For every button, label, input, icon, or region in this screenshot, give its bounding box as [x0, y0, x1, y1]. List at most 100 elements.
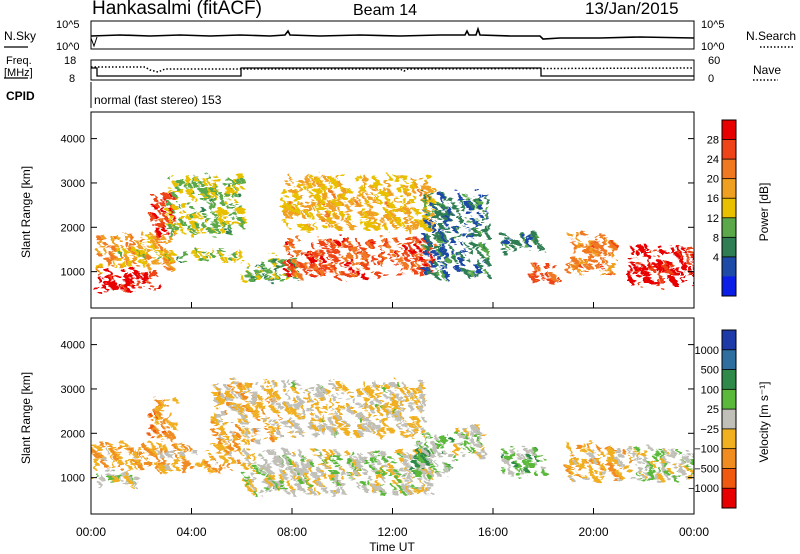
heatmap-cell: [156, 260, 161, 266]
heatmap-cell: [351, 452, 355, 457]
heatmap-cell: [473, 428, 477, 433]
heatmap-cell: [358, 202, 361, 209]
heatmap-cell: [685, 466, 689, 471]
heatmap-cell: [303, 472, 308, 477]
heatmap-cell: [608, 269, 614, 274]
heatmap-cell: [124, 254, 129, 261]
heatmap-cell: [173, 421, 179, 428]
heatmap-cell: [111, 237, 115, 242]
heatmap-cell: [289, 417, 292, 422]
heatmap-cell: [149, 448, 152, 452]
heatmap-cell: [323, 405, 327, 411]
heatmap-cell: [477, 429, 481, 434]
heatmap-cell: [126, 477, 132, 482]
heatmap-cell: [346, 458, 351, 464]
heatmap-cell: [384, 192, 389, 197]
heatmap-cell: [653, 249, 658, 254]
heatmap-cell: [314, 478, 318, 485]
heatmap-cell: [629, 449, 634, 454]
heatmap-cell: [591, 474, 597, 481]
heatmap-cell: [330, 225, 334, 229]
heatmap-cell: [303, 479, 307, 484]
heatmap-cell: [423, 213, 428, 220]
station-title: Hankasalmi (fitACF): [92, 0, 262, 19]
power-plot-frame: [90, 111, 695, 309]
heatmap-cell: [535, 471, 538, 477]
heatmap-cell: [307, 210, 311, 217]
heatmap-cell: [393, 382, 398, 388]
heatmap-cell: [319, 241, 323, 248]
heatmap-cell: [275, 483, 279, 490]
heatmap-cell: [396, 271, 401, 276]
heatmap-cell: [426, 472, 429, 478]
heatmap-cell: [249, 478, 253, 483]
heatmap-cell: [472, 219, 475, 223]
heatmap-cell: [371, 185, 375, 191]
heatmap-cell: [384, 402, 387, 409]
heatmap-cell: [409, 455, 414, 461]
heatmap-cell: [382, 218, 386, 223]
heatmap-cell: [381, 254, 385, 259]
heatmap-cell: [606, 271, 612, 277]
heatmap-cell: [125, 281, 130, 287]
heatmap-cell: [231, 256, 234, 261]
heatmap-cell: [153, 262, 157, 266]
heatmap-cell: [369, 224, 374, 229]
heatmap-cell: [367, 385, 372, 391]
heatmap-cell: [280, 476, 285, 481]
heatmap-cell: [243, 474, 248, 478]
heatmap-cell: [255, 380, 258, 386]
heatmap-cell: [629, 266, 632, 271]
heatmap-cell: [573, 244, 578, 251]
heatmap-cell: [215, 176, 219, 181]
heatmap-cell: [301, 414, 305, 419]
heatmap-cell: [570, 476, 575, 481]
heatmap-cell: [364, 219, 369, 223]
heatmap-cell: [419, 482, 422, 486]
heatmap-cell: [169, 265, 174, 271]
heatmap-cell: [487, 224, 492, 230]
heatmap-cell: [483, 192, 488, 197]
heatmap-cell: [233, 393, 237, 397]
heatmap-cell: [308, 188, 312, 193]
heatmap-cell: [445, 466, 449, 473]
heatmap-cell: [331, 256, 337, 261]
heatmap-cell: [368, 243, 372, 248]
heatmap-cell: [427, 433, 431, 437]
heatmap-cell: [136, 460, 141, 464]
heatmap-cell: [215, 227, 220, 233]
heatmap-cell: [343, 408, 347, 412]
heatmap-cell: [681, 468, 686, 474]
heatmap-cell: [318, 178, 322, 183]
heatmap-cell: [329, 239, 333, 244]
heatmap-cell: [662, 268, 667, 274]
heatmap-cell: [380, 256, 385, 262]
heatmap-cell: [362, 381, 365, 388]
heatmap-cell: [394, 225, 400, 230]
heatmap-cell: [350, 223, 356, 230]
heatmap-cell: [262, 262, 266, 267]
heatmap-cell: [358, 190, 361, 196]
heatmap-cell: [250, 436, 254, 440]
heatmap-cell: [454, 224, 458, 229]
heatmap-cell: [252, 390, 257, 397]
heatmap-cell: [225, 257, 228, 264]
heatmap-cell: [645, 466, 649, 473]
velocity-swatch: [722, 488, 736, 509]
velocity-tick-label: 25: [707, 404, 719, 416]
heatmap-cell: [226, 205, 231, 209]
heatmap-cell: [395, 261, 398, 267]
heatmap-cell: [272, 382, 275, 388]
heatmap-cell: [122, 472, 126, 479]
heatmap-cell: [321, 414, 324, 420]
heatmap-cell: [286, 201, 290, 207]
heatmap-cell: [220, 410, 225, 416]
heatmap-cell: [115, 455, 119, 461]
heatmap-cell: [199, 180, 203, 186]
x-axis-label: Time UT: [369, 540, 415, 554]
heatmap-cell: [598, 233, 602, 237]
heatmap-cell: [533, 461, 537, 465]
heatmap-cell: [247, 439, 251, 445]
heatmap-cell: [235, 433, 240, 437]
heatmap-cell: [168, 263, 172, 267]
